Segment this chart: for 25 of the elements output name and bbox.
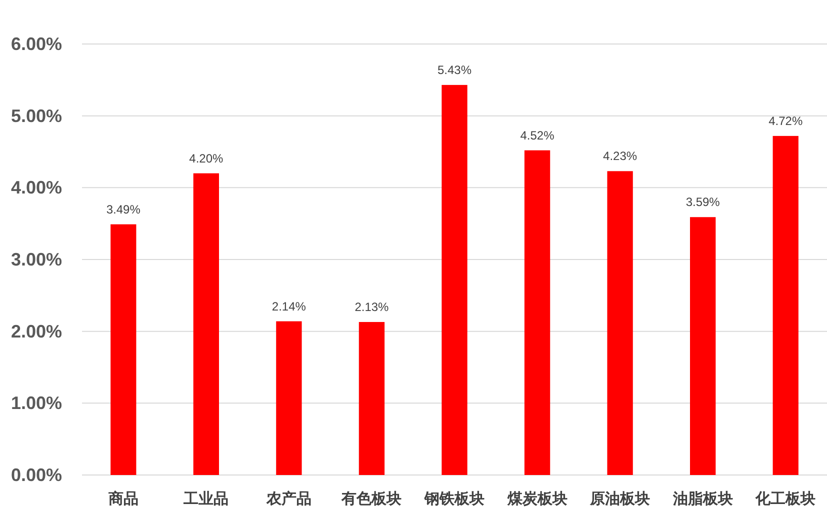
x-tick-label: 煤炭板块 <box>506 490 568 508</box>
data-label: 3.49% <box>106 202 141 216</box>
data-label: 2.13% <box>354 300 390 314</box>
data-label: 5.43% <box>437 62 472 77</box>
data-label: 4.23% <box>603 149 638 164</box>
x-tick-label: 原油板块 <box>589 490 650 508</box>
data-label: 4.20% <box>189 151 224 166</box>
x-tick-label: 商品 <box>107 490 138 508</box>
x-tick-label: 农产品 <box>265 490 312 508</box>
data-label: 4.52% <box>520 128 555 142</box>
x-tick-label: 钢铁板块 <box>424 490 484 508</box>
y-tick-label: 3.00% <box>10 250 62 270</box>
y-tick-label: 5.00% <box>10 106 62 126</box>
data-label: 2.14% <box>272 299 306 314</box>
data-label: 3.59% <box>686 195 720 210</box>
y-tick-label: 0.00% <box>10 465 62 485</box>
x-tick-label: 化工板块 <box>754 490 816 508</box>
data-label: 4.72% <box>768 114 803 128</box>
x-tick-label: 油脂板块 <box>672 490 733 508</box>
y-tick-label: 4.00% <box>10 178 62 198</box>
x-tick-label: 有色板块 <box>340 490 402 508</box>
y-tick-label: 2.00% <box>10 321 62 342</box>
y-tick-label: 1.00% <box>10 393 62 414</box>
y-tick-label: 6.00% <box>10 34 62 54</box>
x-tick-label: 工业品 <box>182 490 229 508</box>
